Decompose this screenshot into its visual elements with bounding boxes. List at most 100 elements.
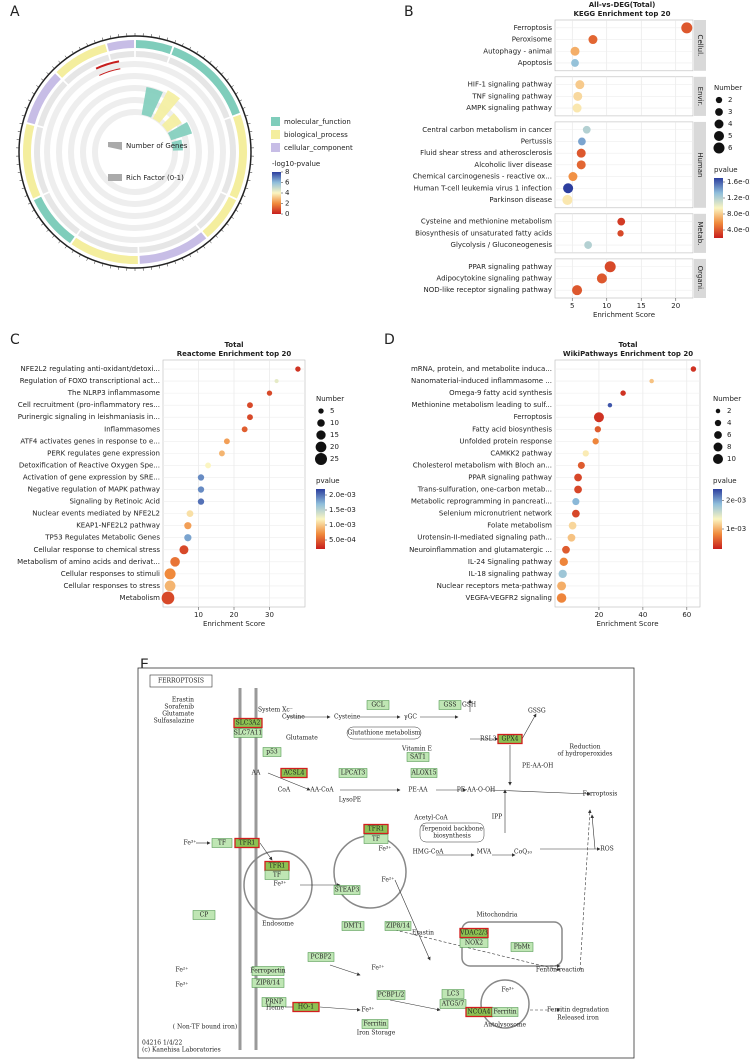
arrow — [394, 879, 431, 961]
ring-tick — [239, 99, 243, 102]
dot — [164, 580, 176, 592]
compound-label: biosynthesis — [433, 833, 471, 840]
ring-tick — [215, 66, 218, 69]
x-tick-label: 60 — [682, 611, 691, 619]
colorbar-tick-label: 1.2e-02 — [727, 194, 750, 202]
size-key-label: 10 — [727, 455, 736, 463]
colorbar-tick-label: 2e-03 — [726, 496, 746, 504]
size-legend-title: Number — [316, 395, 344, 403]
ring-tick — [36, 216, 39, 219]
dot — [559, 557, 568, 567]
category-label: VEGFA-VEGFR2 signaling — [465, 594, 552, 602]
colorbar-tick-label: 1.0e-03 — [329, 521, 356, 529]
compound-label: Endosome — [262, 921, 294, 928]
gene-box — [363, 823, 389, 835]
ring-tick — [174, 260, 176, 264]
gene-box — [233, 728, 263, 738]
dot — [266, 390, 273, 396]
compound-label: MVA — [477, 849, 492, 856]
size-key — [714, 419, 722, 427]
category-label: Nanomaterial-induced inflammasome ... — [411, 377, 552, 385]
gene-box — [459, 927, 489, 939]
term-sector — [135, 40, 173, 54]
panel-label: C — [10, 332, 20, 348]
category-label: Cellular response to chemical stress — [33, 546, 160, 554]
chart-subtitle: Reactome Enrichment top 20 — [177, 350, 292, 358]
gene-label: TF — [218, 840, 226, 847]
ring-tick — [110, 265, 112, 269]
inner-ring — [80, 97, 190, 207]
gene-label: ATG5/7 — [441, 1001, 465, 1008]
ring-tick — [247, 179, 251, 182]
compound-label: γGC — [404, 714, 417, 721]
compound-label: Heme — [266, 1005, 284, 1012]
rich-bar — [152, 90, 180, 123]
ring-tick — [17, 171, 21, 173]
map-box — [346, 726, 422, 740]
gene-label: GPX4 — [502, 736, 519, 743]
dot — [577, 461, 585, 469]
compound-label: Sorafenib — [164, 704, 194, 711]
dot — [184, 522, 192, 530]
dot — [241, 426, 248, 433]
x-tick-label: 40 — [638, 611, 647, 619]
facet-label: Metab. — [696, 221, 704, 245]
colorbar-tick-label: 8.0e-03 — [727, 210, 750, 218]
ring-tick — [86, 43, 89, 47]
term-sector — [22, 123, 41, 199]
category-label: Central carbon metabolism in cancer — [422, 126, 552, 134]
gene-sector — [139, 225, 200, 253]
compound-label: Cystine — [282, 714, 305, 721]
category-label: IL-18 signaling pathway — [469, 570, 552, 578]
colorbar-title: pvalue — [714, 166, 738, 174]
dot — [572, 498, 580, 506]
gene-sector — [77, 230, 138, 253]
ring-tick — [78, 254, 81, 258]
compound-label: Autolysosome — [483, 1022, 527, 1029]
gene-box — [333, 885, 361, 895]
gene-sector — [33, 126, 49, 194]
ring-tick — [21, 114, 25, 117]
gene-box — [251, 966, 285, 976]
gene-label: TFR1 — [239, 840, 256, 847]
dot — [562, 194, 573, 205]
x-tick-label: 20 — [594, 611, 603, 619]
colorbar-tick-label: 4 — [285, 189, 290, 197]
dot — [575, 80, 585, 90]
category-label: Negative regulation of MAPK pathway — [28, 486, 160, 494]
dot — [186, 510, 194, 518]
size-key — [714, 119, 724, 129]
ring-tick — [247, 122, 251, 125]
category-label: NOD-like receptor signaling pathway — [424, 286, 552, 294]
size-key-label: 5 — [728, 132, 732, 140]
size-key — [715, 108, 723, 116]
arrow — [579, 809, 592, 971]
category-label: Metabolism — [120, 594, 161, 602]
dot — [247, 414, 253, 421]
category-label: CAMKK2 pathway — [490, 449, 552, 457]
x-tick-label: 30 — [265, 611, 274, 619]
category-label: NFE2L2 regulating anti-oxidant/detoxi... — [21, 365, 160, 373]
gene-box — [366, 700, 390, 710]
colorbar — [714, 178, 723, 238]
chart-subtitle: WikiPathways Enrichment top 20 — [563, 350, 693, 358]
gene-box — [441, 989, 465, 999]
gene-box — [384, 921, 412, 931]
compound-label: Ferroptosis — [583, 791, 618, 798]
gene-label: ZIP8/14 — [386, 923, 410, 930]
ring-tick — [166, 263, 169, 267]
facet-strip — [694, 121, 706, 208]
category-label: Cell recruitment (pro-inflammatory res..… — [18, 401, 160, 409]
ring-tick — [27, 99, 31, 102]
dot — [568, 521, 577, 530]
gene-label: SAT1 — [410, 754, 426, 761]
size-key-label: 3 — [728, 108, 732, 116]
category-label: AMPK signaling pathway — [466, 104, 552, 112]
compound-label: Glutamate — [286, 735, 318, 742]
ring-tick — [209, 60, 212, 64]
ring-tick — [64, 55, 68, 59]
category-label: Cellular responses to stress — [64, 582, 161, 590]
ring-tick — [181, 43, 184, 47]
category-label: PPAR signaling pathway — [468, 263, 552, 271]
gene-box — [233, 717, 263, 729]
